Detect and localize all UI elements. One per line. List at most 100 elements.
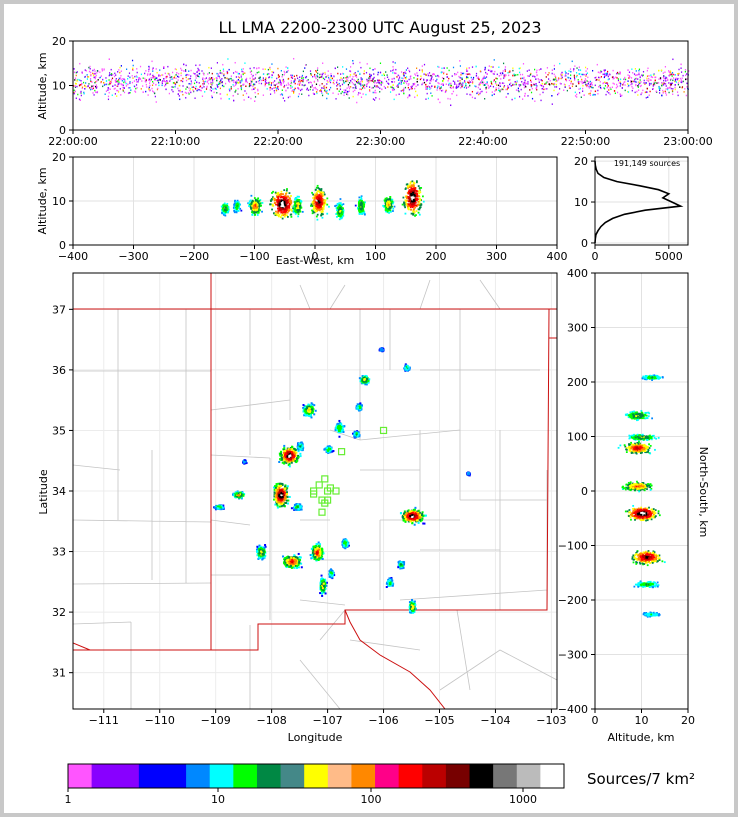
source-point bbox=[632, 87, 634, 90]
source-point bbox=[612, 77, 614, 80]
source-point bbox=[619, 71, 621, 73]
source-point bbox=[336, 85, 338, 87]
source-point bbox=[94, 72, 96, 75]
source-point bbox=[194, 73, 196, 75]
source-point bbox=[185, 70, 187, 73]
source-point bbox=[620, 83, 622, 85]
source-point bbox=[288, 465, 291, 468]
source-point bbox=[285, 189, 288, 192]
source-point bbox=[672, 88, 674, 90]
source-point bbox=[687, 70, 690, 72]
source-point bbox=[665, 88, 667, 90]
source-point bbox=[503, 74, 505, 77]
source-point bbox=[455, 73, 458, 76]
source-point bbox=[313, 80, 316, 83]
source-point bbox=[425, 74, 427, 76]
source-point bbox=[356, 82, 359, 84]
source-point bbox=[317, 203, 320, 206]
source-point bbox=[216, 72, 218, 75]
source-point bbox=[449, 86, 452, 89]
source-point bbox=[636, 90, 638, 93]
source-point bbox=[413, 189, 416, 192]
source-point bbox=[645, 82, 647, 84]
source-point bbox=[573, 68, 575, 70]
source-point bbox=[363, 213, 366, 216]
source-point bbox=[234, 207, 236, 210]
source-point bbox=[280, 454, 283, 457]
source-point bbox=[574, 77, 576, 80]
source-point bbox=[177, 93, 179, 95]
source-point bbox=[487, 84, 489, 87]
source-point bbox=[591, 86, 593, 89]
source-point bbox=[680, 67, 682, 69]
source-point bbox=[169, 74, 171, 76]
source-point bbox=[204, 80, 207, 83]
source-point bbox=[124, 79, 126, 81]
source-point bbox=[235, 76, 237, 78]
source-point bbox=[495, 87, 497, 89]
source-point bbox=[417, 74, 419, 77]
source-point bbox=[530, 91, 533, 94]
source-point bbox=[370, 74, 372, 77]
source-point bbox=[292, 447, 295, 450]
source-point bbox=[294, 212, 297, 215]
source-point bbox=[315, 71, 318, 73]
source-point bbox=[670, 87, 672, 90]
source-point bbox=[532, 75, 534, 78]
source-point bbox=[411, 195, 414, 198]
source-point bbox=[230, 75, 232, 77]
source-point bbox=[634, 91, 636, 94]
source-point bbox=[288, 207, 291, 209]
source-point bbox=[384, 200, 387, 203]
source-point bbox=[254, 87, 256, 89]
source-point bbox=[101, 68, 103, 70]
source-point bbox=[515, 89, 518, 91]
source-point bbox=[277, 193, 280, 196]
source-point bbox=[274, 503, 277, 506]
source-point bbox=[500, 82, 502, 85]
source-point bbox=[652, 73, 655, 76]
source-point bbox=[198, 69, 200, 72]
source-point bbox=[237, 88, 239, 90]
source-point bbox=[323, 90, 326, 92]
source-point bbox=[504, 74, 506, 76]
source-point bbox=[356, 80, 358, 83]
source-point bbox=[493, 93, 495, 96]
source-point bbox=[99, 76, 101, 79]
source-point bbox=[613, 83, 615, 85]
source-point bbox=[671, 90, 674, 92]
source-point bbox=[583, 80, 586, 82]
source-point bbox=[669, 74, 671, 76]
source-point bbox=[148, 89, 150, 91]
source-point bbox=[605, 93, 607, 96]
source-point bbox=[192, 72, 195, 75]
source-point bbox=[278, 461, 281, 464]
source-point bbox=[604, 81, 606, 83]
source-point bbox=[233, 99, 235, 102]
source-point bbox=[182, 93, 184, 96]
source-point bbox=[665, 85, 667, 87]
source-point bbox=[293, 90, 295, 93]
source-point bbox=[286, 214, 288, 217]
source-point bbox=[207, 73, 209, 75]
source-point bbox=[284, 487, 287, 490]
source-point bbox=[286, 207, 289, 210]
source-point bbox=[398, 75, 401, 78]
source-point bbox=[373, 81, 375, 83]
source-point bbox=[416, 72, 418, 74]
source-point bbox=[321, 91, 323, 94]
source-point bbox=[284, 453, 287, 456]
source-point bbox=[318, 194, 321, 196]
source-point bbox=[226, 70, 228, 73]
source-point bbox=[133, 85, 136, 88]
source-point bbox=[73, 85, 75, 87]
source-point bbox=[89, 87, 91, 89]
source-point bbox=[481, 81, 484, 83]
source-point bbox=[234, 84, 237, 86]
source-point bbox=[363, 205, 365, 207]
source-point bbox=[647, 96, 649, 98]
source-point bbox=[132, 77, 134, 79]
source-point bbox=[576, 67, 578, 69]
source-point bbox=[232, 79, 234, 82]
